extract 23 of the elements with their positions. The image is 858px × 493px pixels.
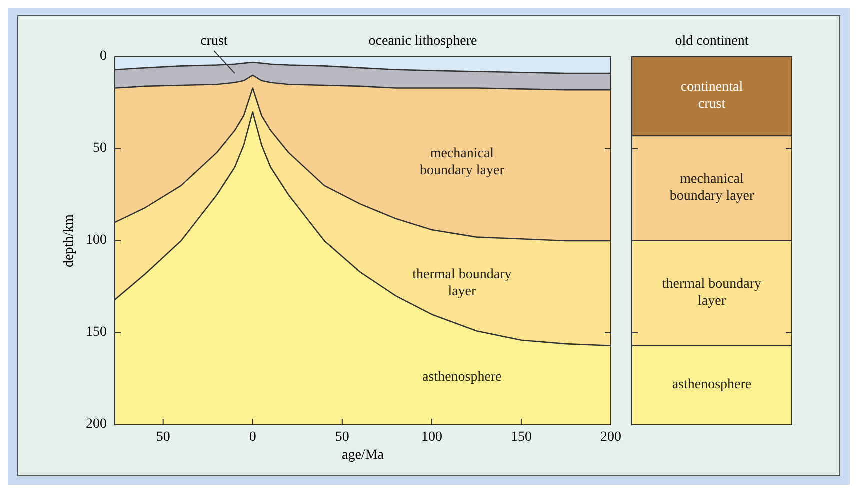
chart-title: oceanic lithosphere	[368, 34, 478, 49]
x-tick-label: 100	[421, 430, 442, 445]
y-tick-label: 150	[86, 325, 107, 340]
series-label: thermal boundary layer	[412, 268, 512, 300]
chart-title: old continent	[675, 34, 749, 49]
y-axis-title: depth/km	[62, 214, 77, 268]
x-tick-label: 50	[156, 430, 170, 445]
series-label: thermal boundary layer	[662, 277, 762, 310]
series-label: mechanical boundary layer	[670, 172, 755, 204]
series-label: asthenosphere	[672, 378, 752, 393]
series-label: crust	[200, 34, 228, 49]
x-tick-label: 50	[335, 430, 350, 445]
x-axis-title: age/Ma	[342, 448, 385, 463]
x-tick-label: 0	[249, 430, 256, 445]
series-label: continental crust	[680, 80, 744, 112]
x-tick-label: 150	[510, 430, 532, 445]
y-tick-label: 200	[86, 417, 107, 432]
y-tick-label: 50	[93, 141, 107, 156]
y-tick-label: 0	[100, 49, 107, 64]
series-label: asthenosphere	[422, 370, 502, 386]
y-tick-label: 100	[86, 233, 107, 248]
x-tick-label: 200	[600, 430, 622, 445]
series-label: mechanical boundary layer	[420, 146, 505, 179]
